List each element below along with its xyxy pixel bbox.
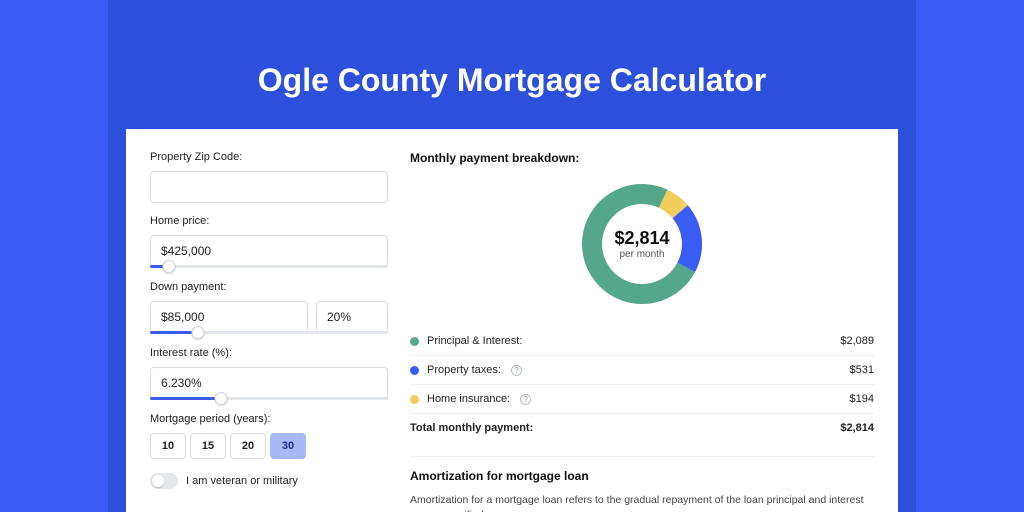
legend-left: Home insurance:? bbox=[410, 393, 531, 405]
legend-total-value: $2,814 bbox=[840, 422, 874, 434]
down-row bbox=[150, 301, 388, 333]
info-icon[interactable]: ? bbox=[520, 394, 531, 405]
period-option-10[interactable]: 10 bbox=[150, 433, 186, 459]
legend-left: Property taxes:? bbox=[410, 364, 522, 376]
donut-wrap: $2,814 per month bbox=[410, 179, 874, 309]
price-input[interactable] bbox=[150, 235, 388, 267]
price-label: Home price: bbox=[150, 215, 388, 227]
breakdown-column: Monthly payment breakdown: $2,814 per mo… bbox=[410, 151, 874, 512]
legend-value: $2,089 bbox=[840, 335, 874, 347]
legend-label: Principal & Interest: bbox=[427, 335, 522, 347]
legend-label: Home insurance: bbox=[427, 393, 510, 405]
rate-input[interactable] bbox=[150, 367, 388, 399]
down-amount-input[interactable] bbox=[150, 301, 308, 333]
amortization-body: Amortization for a mortgage loan refers … bbox=[410, 493, 874, 512]
down-field: Down payment: bbox=[150, 281, 388, 335]
calculator-card: Property Zip Code: Home price: Down paym… bbox=[126, 129, 898, 512]
price-slider[interactable] bbox=[150, 265, 388, 269]
donut-sub: per month bbox=[619, 249, 664, 260]
zip-label: Property Zip Code: bbox=[150, 151, 388, 163]
amortization-section: Amortization for mortgage loan Amortizat… bbox=[410, 456, 874, 512]
legend: Principal & Interest: $2,089 Property taxe… bbox=[410, 327, 874, 442]
slider-thumb[interactable] bbox=[215, 392, 228, 405]
amortization-title: Amortization for mortgage loan bbox=[410, 469, 874, 483]
breakdown-title: Monthly payment breakdown: bbox=[410, 151, 874, 165]
slider-thumb[interactable] bbox=[163, 260, 176, 273]
legend-row: Home insurance:? $194 bbox=[410, 385, 874, 414]
banner: Ogle County Mortgage Calculator Property… bbox=[108, 0, 916, 512]
down-pct-input[interactable] bbox=[316, 301, 388, 333]
rate-label: Interest rate (%): bbox=[150, 347, 388, 359]
info-icon[interactable]: ? bbox=[511, 365, 522, 376]
period-options: 10152030 bbox=[150, 433, 388, 459]
legend-dot-icon bbox=[410, 395, 419, 404]
period-option-30[interactable]: 30 bbox=[270, 433, 306, 459]
page-title: Ogle County Mortgage Calculator bbox=[108, 0, 916, 129]
legend-total-row: Total monthly payment: $2,814 bbox=[410, 414, 874, 442]
period-label: Mortgage period (years): bbox=[150, 413, 388, 425]
legend-total-label: Total monthly payment: bbox=[410, 422, 533, 434]
price-field: Home price: bbox=[150, 215, 388, 269]
zip-field: Property Zip Code: bbox=[150, 151, 388, 203]
veteran-toggle[interactable] bbox=[150, 473, 178, 489]
legend-dot-icon bbox=[410, 337, 419, 346]
legend-dot-icon bbox=[410, 366, 419, 375]
zip-input[interactable] bbox=[150, 171, 388, 203]
slider-track bbox=[150, 265, 388, 268]
legend-label: Property taxes: bbox=[427, 364, 501, 376]
rate-field: Interest rate (%): bbox=[150, 347, 388, 401]
period-option-15[interactable]: 15 bbox=[190, 433, 226, 459]
veteran-label: I am veteran or military bbox=[186, 475, 298, 487]
donut-chart: $2,814 per month bbox=[577, 179, 707, 309]
donut-amount: $2,814 bbox=[614, 228, 669, 249]
down-slider[interactable] bbox=[150, 331, 388, 335]
legend-row: Principal & Interest: $2,089 bbox=[410, 327, 874, 356]
legend-value: $531 bbox=[850, 364, 874, 376]
rate-slider[interactable] bbox=[150, 397, 388, 401]
legend-value: $194 bbox=[850, 393, 874, 405]
slider-thumb[interactable] bbox=[191, 326, 204, 339]
down-label: Down payment: bbox=[150, 281, 388, 293]
form-column: Property Zip Code: Home price: Down paym… bbox=[150, 151, 388, 512]
period-option-20[interactable]: 20 bbox=[230, 433, 266, 459]
veteran-row: I am veteran or military bbox=[150, 473, 388, 489]
legend-left: Principal & Interest: bbox=[410, 335, 522, 347]
slider-fill bbox=[150, 397, 221, 400]
legend-row: Property taxes:? $531 bbox=[410, 356, 874, 385]
period-field: Mortgage period (years): 10152030 bbox=[150, 413, 388, 459]
donut-center: $2,814 per month bbox=[577, 179, 707, 309]
